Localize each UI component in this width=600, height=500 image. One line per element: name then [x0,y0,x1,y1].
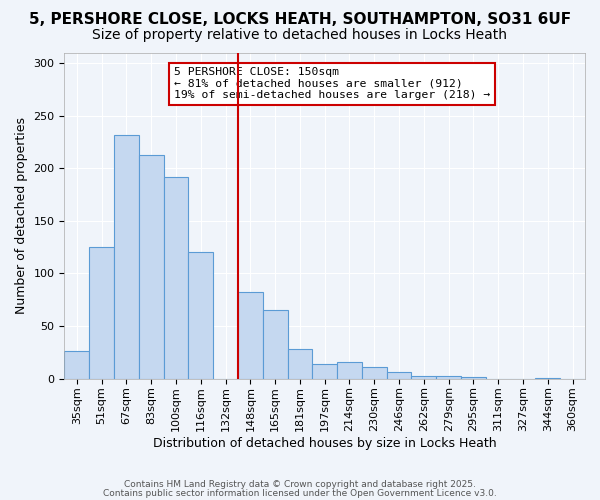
Bar [461,376,486,378]
Bar [362,367,386,378]
Bar [64,352,89,378]
Bar [188,252,213,378]
Text: 5 PERSHORE CLOSE: 150sqm
← 81% of detached houses are smaller (912)
19% of semi-: 5 PERSHORE CLOSE: 150sqm ← 81% of detach… [174,67,490,100]
Text: Contains public sector information licensed under the Open Government Licence v3: Contains public sector information licen… [103,488,497,498]
X-axis label: Distribution of detached houses by size in Locks Heath: Distribution of detached houses by size … [153,437,497,450]
Bar [89,247,114,378]
Bar [436,376,461,378]
Bar [164,176,188,378]
Text: Contains HM Land Registry data © Crown copyright and database right 2025.: Contains HM Land Registry data © Crown c… [124,480,476,489]
Bar [238,292,263,378]
Bar [287,349,313,378]
Text: 5, PERSHORE CLOSE, LOCKS HEATH, SOUTHAMPTON, SO31 6UF: 5, PERSHORE CLOSE, LOCKS HEATH, SOUTHAMP… [29,12,571,28]
Bar [114,134,139,378]
Bar [139,154,164,378]
Bar [386,372,412,378]
Bar [412,376,436,378]
Y-axis label: Number of detached properties: Number of detached properties [15,117,28,314]
Text: Size of property relative to detached houses in Locks Heath: Size of property relative to detached ho… [92,28,508,42]
Bar [313,364,337,378]
Bar [337,362,362,378]
Bar [263,310,287,378]
